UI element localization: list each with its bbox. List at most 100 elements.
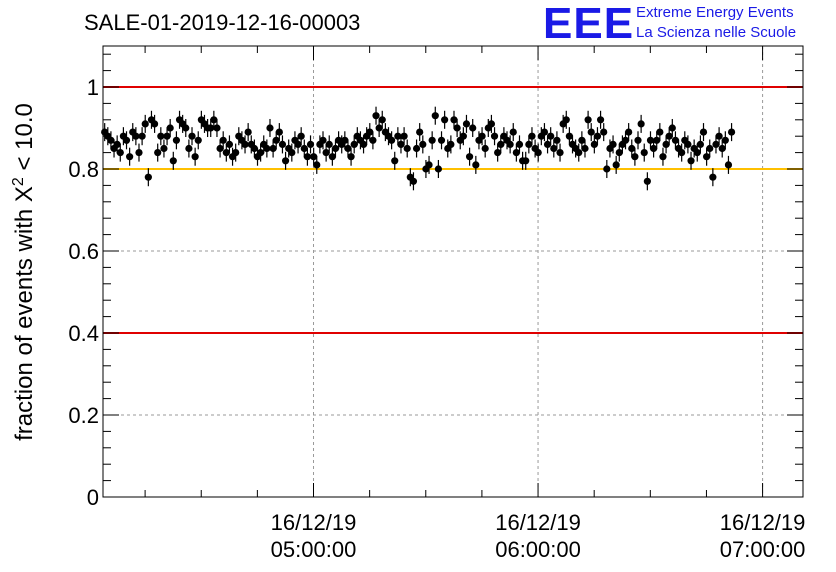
data-marker bbox=[653, 136, 661, 144]
data-marker bbox=[643, 177, 651, 185]
data-marker bbox=[222, 149, 230, 157]
data-point bbox=[696, 135, 704, 154]
data-marker bbox=[359, 140, 368, 148]
data-marker bbox=[347, 153, 355, 161]
data-point bbox=[394, 127, 402, 146]
logo-line-2: La Scienza nelle Scuole bbox=[636, 24, 797, 41]
data-point bbox=[425, 155, 433, 174]
data-point bbox=[684, 135, 692, 154]
data-point bbox=[269, 139, 277, 158]
data-point bbox=[724, 155, 733, 174]
data-marker bbox=[397, 140, 405, 148]
data-marker bbox=[565, 132, 573, 140]
data-marker bbox=[232, 149, 240, 157]
data-marker bbox=[294, 140, 302, 148]
data-marker bbox=[718, 144, 726, 153]
data-marker bbox=[138, 132, 146, 140]
data-marker bbox=[515, 140, 524, 148]
data-point bbox=[668, 118, 676, 138]
data-marker bbox=[662, 140, 670, 148]
data-marker bbox=[584, 116, 592, 124]
data-point bbox=[450, 110, 458, 129]
data-marker bbox=[263, 144, 271, 153]
data-marker bbox=[372, 112, 380, 120]
y-tick-label: 0 bbox=[87, 485, 99, 510]
data-marker bbox=[306, 140, 315, 148]
data-marker bbox=[528, 132, 536, 140]
data-point bbox=[341, 131, 349, 150]
data-point bbox=[494, 143, 502, 162]
data-point bbox=[540, 123, 549, 142]
data-point bbox=[160, 139, 168, 158]
data-point bbox=[634, 131, 642, 150]
y-tick-label: 0.6 bbox=[68, 239, 99, 264]
data-point bbox=[132, 127, 140, 146]
data-point bbox=[687, 151, 695, 170]
data-point bbox=[419, 135, 427, 154]
data-marker bbox=[631, 153, 639, 161]
data-point bbox=[462, 114, 471, 133]
data-point bbox=[210, 110, 218, 129]
data-point bbox=[465, 147, 474, 166]
data-marker bbox=[425, 161, 433, 169]
data-marker bbox=[709, 173, 717, 181]
data-marker bbox=[615, 149, 623, 157]
data-marker bbox=[191, 153, 199, 161]
data-point bbox=[350, 135, 358, 154]
data-marker bbox=[391, 157, 399, 165]
data-marker bbox=[600, 128, 608, 136]
data-point bbox=[653, 131, 661, 150]
data-point bbox=[250, 139, 258, 158]
data-point bbox=[556, 143, 564, 162]
data-marker bbox=[472, 161, 480, 169]
data-point bbox=[703, 147, 711, 166]
data-point bbox=[322, 143, 330, 162]
data-marker bbox=[593, 132, 602, 140]
data-marker bbox=[431, 112, 439, 120]
data-marker bbox=[163, 132, 171, 140]
data-point bbox=[600, 123, 608, 142]
data-point bbox=[643, 172, 651, 191]
data-marker bbox=[578, 136, 586, 144]
data-marker bbox=[522, 157, 530, 165]
data-marker bbox=[328, 153, 336, 161]
data-point bbox=[359, 135, 368, 154]
data-point bbox=[628, 139, 636, 158]
data-point bbox=[319, 131, 327, 150]
data-point bbox=[150, 114, 159, 133]
data-marker bbox=[394, 132, 402, 140]
data-marker bbox=[703, 153, 711, 161]
data-marker bbox=[350, 140, 358, 148]
data-marker bbox=[313, 161, 321, 169]
data-point bbox=[596, 110, 605, 129]
data-marker bbox=[266, 124, 274, 132]
data-point bbox=[615, 143, 623, 162]
data-marker bbox=[512, 149, 520, 157]
data-marker bbox=[409, 177, 418, 185]
data-marker bbox=[609, 140, 617, 148]
data-point bbox=[709, 168, 717, 187]
data-marker bbox=[450, 116, 458, 124]
data-point bbox=[522, 151, 530, 170]
data-marker bbox=[166, 124, 174, 132]
data-marker bbox=[506, 140, 514, 148]
data-marker bbox=[281, 157, 290, 165]
data-marker bbox=[646, 136, 655, 144]
data-point bbox=[578, 131, 586, 150]
data-marker bbox=[587, 128, 595, 136]
data-marker bbox=[687, 157, 695, 165]
data-point bbox=[154, 143, 162, 162]
data-point bbox=[116, 143, 124, 162]
data-marker bbox=[706, 144, 714, 153]
data-marker bbox=[278, 140, 287, 148]
data-marker bbox=[550, 144, 558, 153]
data-marker bbox=[684, 140, 692, 148]
data-point bbox=[331, 139, 340, 158]
data-point bbox=[294, 135, 302, 154]
data-point bbox=[310, 147, 318, 166]
data-marker bbox=[322, 149, 330, 157]
data-point bbox=[182, 118, 190, 138]
data-marker bbox=[126, 153, 134, 161]
data-marker bbox=[659, 153, 667, 161]
data-marker bbox=[182, 124, 190, 132]
